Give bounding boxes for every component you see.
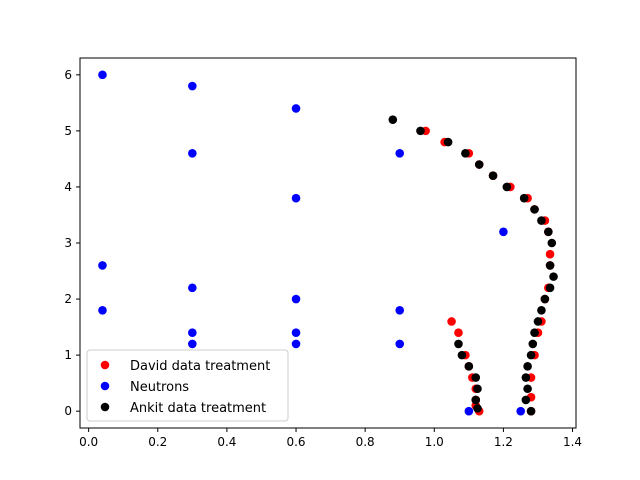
- data-point-ankit-data-treatment: [443, 137, 453, 147]
- data-point-ankit-data-treatment: [519, 193, 529, 203]
- data-point-neutrons: [188, 283, 197, 293]
- data-point-ankit-data-treatment: [544, 227, 553, 237]
- data-point-ankit-data-treatment: [540, 294, 550, 304]
- y-tick-label: 1: [64, 348, 72, 362]
- y-tick-label: 2: [64, 292, 72, 306]
- data-point-neutrons: [98, 70, 107, 80]
- data-point-neutrons: [291, 294, 301, 304]
- series-neutrons: [98, 70, 525, 416]
- data-point-ankit-data-treatment: [416, 126, 425, 136]
- data-point-neutrons: [395, 149, 405, 158]
- points-layer: [98, 70, 558, 416]
- data-point-ankit-data-treatment: [471, 395, 481, 405]
- data-point-ankit-data-treatment: [547, 238, 557, 248]
- data-point-ankit-data-treatment: [545, 283, 555, 293]
- data-point-neutrons: [188, 328, 197, 337]
- y-tick-label: 0: [64, 404, 72, 418]
- data-point-neutrons: [98, 305, 107, 315]
- data-point-neutrons: [188, 149, 197, 158]
- legend: David data treatment Neutrons Ankit data t…: [86, 349, 289, 422]
- legend-marker: [100, 360, 110, 370]
- y-tick-label: 5: [64, 124, 72, 138]
- data-point-ankit-data-treatment: [502, 182, 512, 192]
- x-tick-label: 0.2: [148, 435, 167, 449]
- data-point-ankit-data-treatment: [457, 350, 467, 360]
- y-tick-label: 4: [64, 180, 72, 194]
- axis-layer: 0.0 0.2 0.4 0.6 0.8 1.0 1.2 1.4 0 1 2 3 4 5 6: [64, 68, 582, 449]
- data-point-neutrons: [395, 305, 405, 315]
- series-ankit-data-treatment: [388, 115, 558, 416]
- data-point-ankit-data-treatment: [545, 261, 555, 270]
- x-tick-label: 1.4: [563, 435, 582, 449]
- x-tick-label: 0.4: [217, 435, 236, 449]
- data-point-neutrons: [291, 339, 301, 349]
- data-point-ankit-data-treatment: [537, 305, 546, 315]
- data-point-neutrons: [291, 193, 301, 203]
- x-tick-label: 1.2: [494, 435, 513, 449]
- data-point-ankit-data-treatment: [454, 339, 463, 349]
- data-point-ankit-data-treatment: [530, 205, 539, 214]
- data-point-neutrons: [291, 328, 301, 337]
- data-point-neutrons: [516, 406, 525, 416]
- data-point-ankit-data-treatment: [528, 339, 538, 349]
- data-point-neutrons: [291, 104, 301, 113]
- data-point-neutrons: [188, 81, 197, 91]
- data-point-david-data-treatment: [447, 317, 456, 326]
- data-point-ankit-data-treatment: [464, 362, 474, 371]
- data-point-neutrons: [188, 339, 197, 349]
- y-tick-label: 3: [64, 236, 72, 250]
- legend-box: [86, 349, 289, 422]
- x-tick-label: 0.8: [356, 435, 375, 449]
- data-point-neutrons: [395, 339, 405, 349]
- data-point-ankit-data-treatment: [549, 272, 558, 281]
- data-point-ankit-data-treatment: [533, 317, 543, 326]
- data-point-ankit-data-treatment: [521, 395, 531, 405]
- data-point-ankit-data-treatment: [471, 373, 481, 382]
- data-point-ankit-data-treatment: [526, 406, 536, 416]
- data-point-ankit-data-treatment: [526, 350, 536, 360]
- data-point-ankit-data-treatment: [474, 160, 484, 169]
- data-point-ankit-data-treatment: [537, 216, 546, 225]
- legend-marker: [100, 381, 110, 391]
- data-point-neutrons: [98, 261, 107, 270]
- data-point-ankit-data-treatment: [523, 362, 532, 371]
- data-point-ankit-data-treatment: [388, 115, 398, 124]
- data-point-david-data-treatment: [545, 249, 555, 259]
- data-point-ankit-data-treatment: [530, 328, 539, 337]
- data-point-ankit-data-treatment: [523, 384, 532, 394]
- data-point-ankit-data-treatment: [473, 384, 482, 394]
- legend-label: Ankit data treatment: [130, 401, 266, 416]
- x-tick-label: 1.0: [425, 435, 444, 449]
- data-point-david-data-treatment: [454, 328, 463, 337]
- legend-marker: [100, 402, 110, 412]
- data-point-ankit-data-treatment: [473, 404, 482, 413]
- plot-frame: [79, 57, 577, 429]
- data-point-ankit-data-treatment: [488, 171, 498, 181]
- legend-label: Neutrons: [130, 380, 189, 395]
- x-tick-label: 0.0: [79, 435, 98, 449]
- data-point-ankit-data-treatment: [521, 373, 531, 382]
- data-point-ankit-data-treatment: [461, 149, 470, 158]
- x-tick-label: 0.6: [286, 435, 305, 449]
- legend-label: David data treatment: [130, 359, 270, 374]
- data-point-neutrons: [464, 406, 474, 416]
- y-tick-label: 6: [64, 68, 72, 82]
- data-point-neutrons: [499, 227, 508, 237]
